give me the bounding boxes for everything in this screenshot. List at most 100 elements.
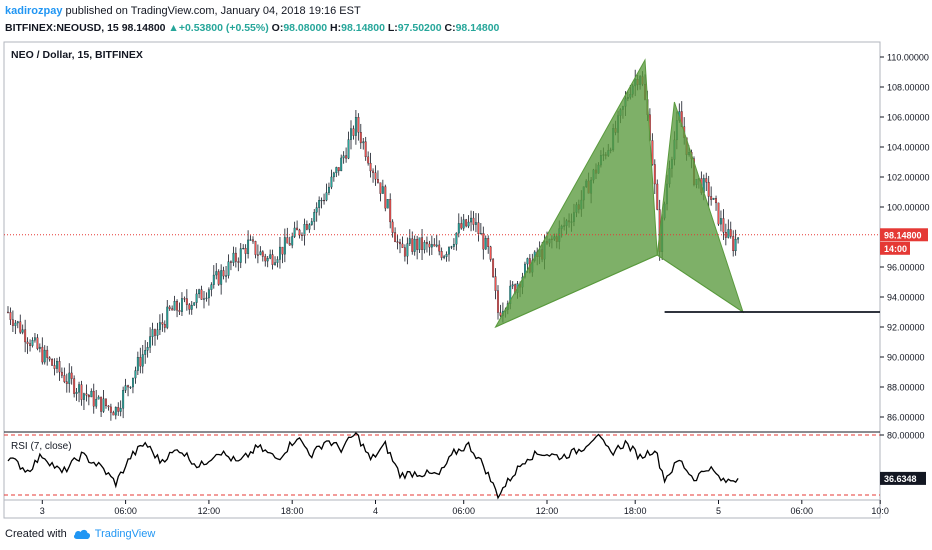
candle bbox=[112, 410, 115, 416]
candle bbox=[651, 133, 654, 166]
candle bbox=[117, 402, 120, 416]
candle bbox=[729, 221, 732, 239]
publish-text: published on TradingView.com, January 04… bbox=[62, 5, 361, 17]
candle-body bbox=[210, 284, 213, 290]
candle-body bbox=[411, 238, 414, 252]
candle-body bbox=[176, 301, 179, 311]
author-link[interactable]: kadirozpay bbox=[5, 5, 63, 17]
candle-body bbox=[372, 170, 375, 173]
candle bbox=[190, 301, 193, 315]
candle bbox=[48, 356, 51, 362]
candle bbox=[234, 247, 237, 268]
candle bbox=[474, 212, 477, 233]
candle bbox=[443, 254, 446, 260]
candle-body bbox=[653, 164, 656, 185]
candle bbox=[102, 390, 105, 413]
candle-body bbox=[171, 308, 174, 311]
candle-body bbox=[715, 198, 718, 204]
candle bbox=[301, 232, 303, 241]
candle-body bbox=[492, 259, 495, 277]
candle bbox=[11, 310, 14, 333]
candle bbox=[494, 268, 497, 300]
candle-body bbox=[423, 242, 426, 250]
candle-body bbox=[308, 224, 311, 230]
candle-body bbox=[357, 117, 360, 133]
candle bbox=[21, 324, 24, 335]
candle bbox=[337, 167, 340, 176]
candle-body bbox=[305, 224, 308, 230]
rsi-value-label: 36.6348 bbox=[884, 474, 917, 484]
price-tick-label: 92.00000 bbox=[887, 323, 925, 333]
candle-body bbox=[386, 199, 389, 209]
candle-body bbox=[105, 398, 107, 407]
candle-body bbox=[310, 221, 313, 225]
candle-body bbox=[274, 262, 277, 265]
candle-body bbox=[656, 183, 659, 210]
price-tick-label: 104.00000 bbox=[887, 143, 930, 153]
chart-border bbox=[3, 41, 881, 519]
candle bbox=[440, 247, 443, 261]
candle-body bbox=[29, 343, 32, 346]
candle-body bbox=[318, 200, 321, 208]
candle bbox=[484, 235, 487, 250]
candle-body bbox=[313, 212, 316, 222]
candle-body bbox=[41, 346, 44, 363]
candle bbox=[734, 229, 737, 256]
candle-body bbox=[73, 378, 76, 394]
close-label: C: bbox=[444, 22, 456, 34]
candle bbox=[386, 199, 389, 209]
candle-body bbox=[78, 384, 81, 393]
price-tick-label: 106.00000 bbox=[887, 113, 930, 123]
candle bbox=[315, 202, 318, 222]
price-tick-label: 110.00000 bbox=[887, 53, 929, 63]
price-tick-label: 102.00000 bbox=[887, 173, 930, 183]
candle bbox=[146, 342, 149, 358]
candle bbox=[298, 228, 301, 239]
candle-body bbox=[710, 196, 713, 200]
chart-canvas[interactable]: 110.00000 108.00000 106.00000 104.00000 102.… bbox=[0, 0, 932, 520]
candle bbox=[129, 386, 132, 389]
candle-body bbox=[107, 405, 110, 408]
candle-body bbox=[465, 219, 468, 227]
candle bbox=[134, 366, 137, 384]
candle bbox=[281, 246, 284, 264]
candle bbox=[220, 264, 223, 295]
candle-body bbox=[51, 359, 54, 366]
candle-body bbox=[526, 258, 529, 265]
candle-body bbox=[180, 298, 183, 312]
candle bbox=[198, 288, 201, 299]
candle-body bbox=[455, 232, 458, 245]
candle bbox=[327, 182, 330, 196]
ohlc-legend: BITFINEX:NEOUSD, 15 98.14800 ▲+0.53800 (… bbox=[5, 22, 499, 34]
candle bbox=[239, 243, 242, 269]
candle-body bbox=[724, 232, 727, 238]
candle bbox=[411, 231, 414, 255]
candle bbox=[51, 358, 54, 366]
candle bbox=[340, 154, 343, 172]
symbol-label[interactable]: BITFINEX:NEOUSD, 15 bbox=[5, 22, 119, 34]
candle-body bbox=[425, 242, 428, 245]
candle bbox=[303, 218, 306, 246]
candle bbox=[7, 306, 9, 314]
rsi-value-badge bbox=[880, 471, 926, 485]
candle-body bbox=[352, 128, 355, 136]
tradingview-logo[interactable]: TradingView bbox=[73, 528, 156, 540]
candle bbox=[229, 260, 232, 271]
candle-body bbox=[244, 247, 247, 254]
candle bbox=[180, 292, 183, 316]
price-tick-label: 96.00000 bbox=[887, 263, 925, 273]
candle-body bbox=[325, 192, 328, 201]
candle-body bbox=[286, 237, 289, 244]
candle bbox=[122, 386, 125, 419]
candle bbox=[423, 240, 426, 254]
candle bbox=[109, 403, 112, 421]
candle-body bbox=[450, 246, 453, 248]
candle bbox=[487, 235, 490, 254]
tradingview-brand[interactable]: TradingView bbox=[94, 528, 156, 540]
candle-body bbox=[129, 386, 132, 388]
candle-body bbox=[391, 221, 394, 233]
candle-body bbox=[720, 218, 722, 225]
candle-body bbox=[394, 232, 397, 242]
candle-body bbox=[737, 237, 740, 240]
candle-body bbox=[56, 361, 58, 369]
